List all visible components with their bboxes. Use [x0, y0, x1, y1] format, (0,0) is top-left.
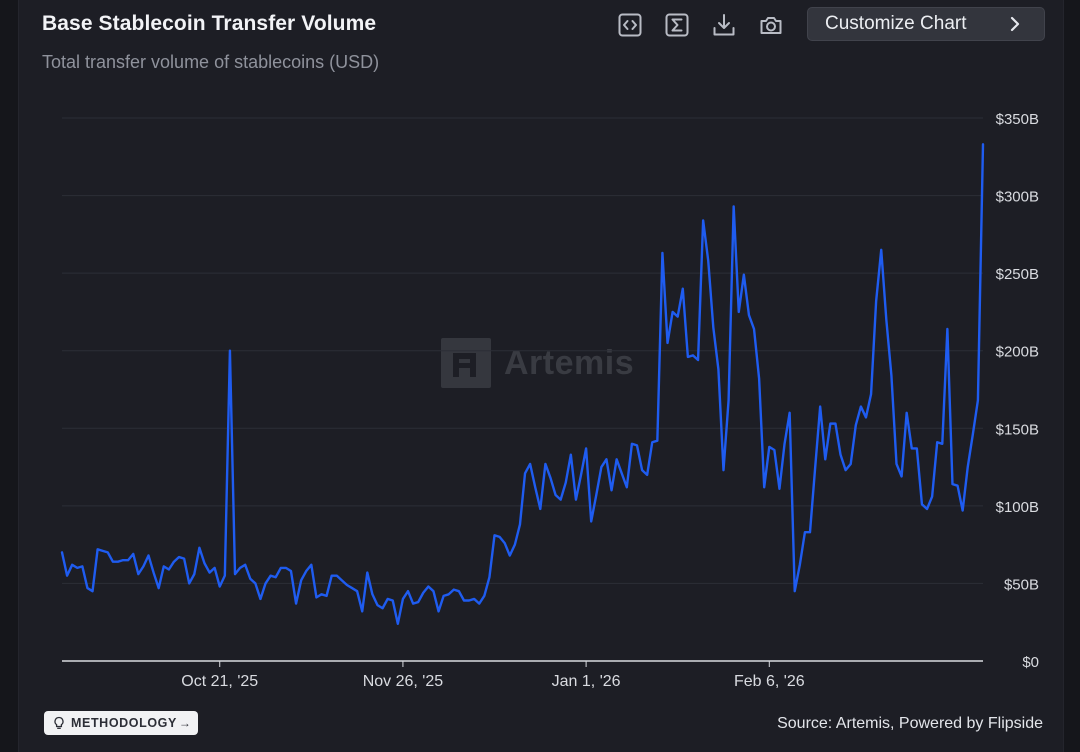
screenshot-button[interactable] — [755, 9, 787, 41]
y-tick-label: $300B — [996, 189, 1039, 206]
y-tick-label: $200B — [996, 344, 1039, 361]
artemis-watermark: Artemis — [440, 337, 634, 389]
x-tick-label: Nov 26, '25 — [363, 673, 444, 690]
x-tick-label: Jan 1, '26 — [552, 673, 621, 690]
code-embed-icon — [618, 13, 642, 37]
y-tick-label: $150B — [996, 421, 1039, 438]
formula-button[interactable] — [661, 9, 693, 41]
chart-panel — [18, 0, 1064, 752]
chart-title: Base Stablecoin Transfer Volume — [42, 12, 377, 35]
methodology-label: METHODOLOGY — [71, 716, 177, 730]
series-line — [60, 143, 985, 625]
watermark-text: Artemis — [504, 343, 635, 382]
x-tick-label: Feb 6, '26 — [734, 673, 805, 690]
methodology-button[interactable]: METHODOLOGY → — [44, 711, 198, 735]
chart-subtitle: Total transfer volume of stablecoins (US… — [42, 52, 380, 72]
embed-button[interactable] — [614, 9, 646, 41]
download-icon — [713, 14, 735, 36]
sigma-icon — [665, 13, 689, 37]
customize-chart-button[interactable]: Customize Chart — [807, 7, 1045, 41]
arrow-right-icon: → — [178, 716, 191, 730]
y-tick-label: $50B — [1004, 576, 1039, 593]
chevron-right-icon — [1010, 16, 1020, 32]
source-attribution: Source: Artemis, Powered by Flipside — [777, 715, 1043, 732]
customize-chart-label: Customize Chart — [825, 13, 967, 34]
y-tick-label: $350B — [996, 111, 1039, 128]
download-button[interactable] — [708, 9, 740, 41]
y-tick-label: $100B — [996, 499, 1039, 516]
x-tick-label: Oct 21, '25 — [181, 673, 258, 690]
y-tick-label: $0 — [1022, 654, 1039, 671]
lightbulb-icon — [54, 716, 64, 729]
y-tick-label: $250B — [996, 266, 1039, 283]
camera-icon — [760, 17, 782, 34]
